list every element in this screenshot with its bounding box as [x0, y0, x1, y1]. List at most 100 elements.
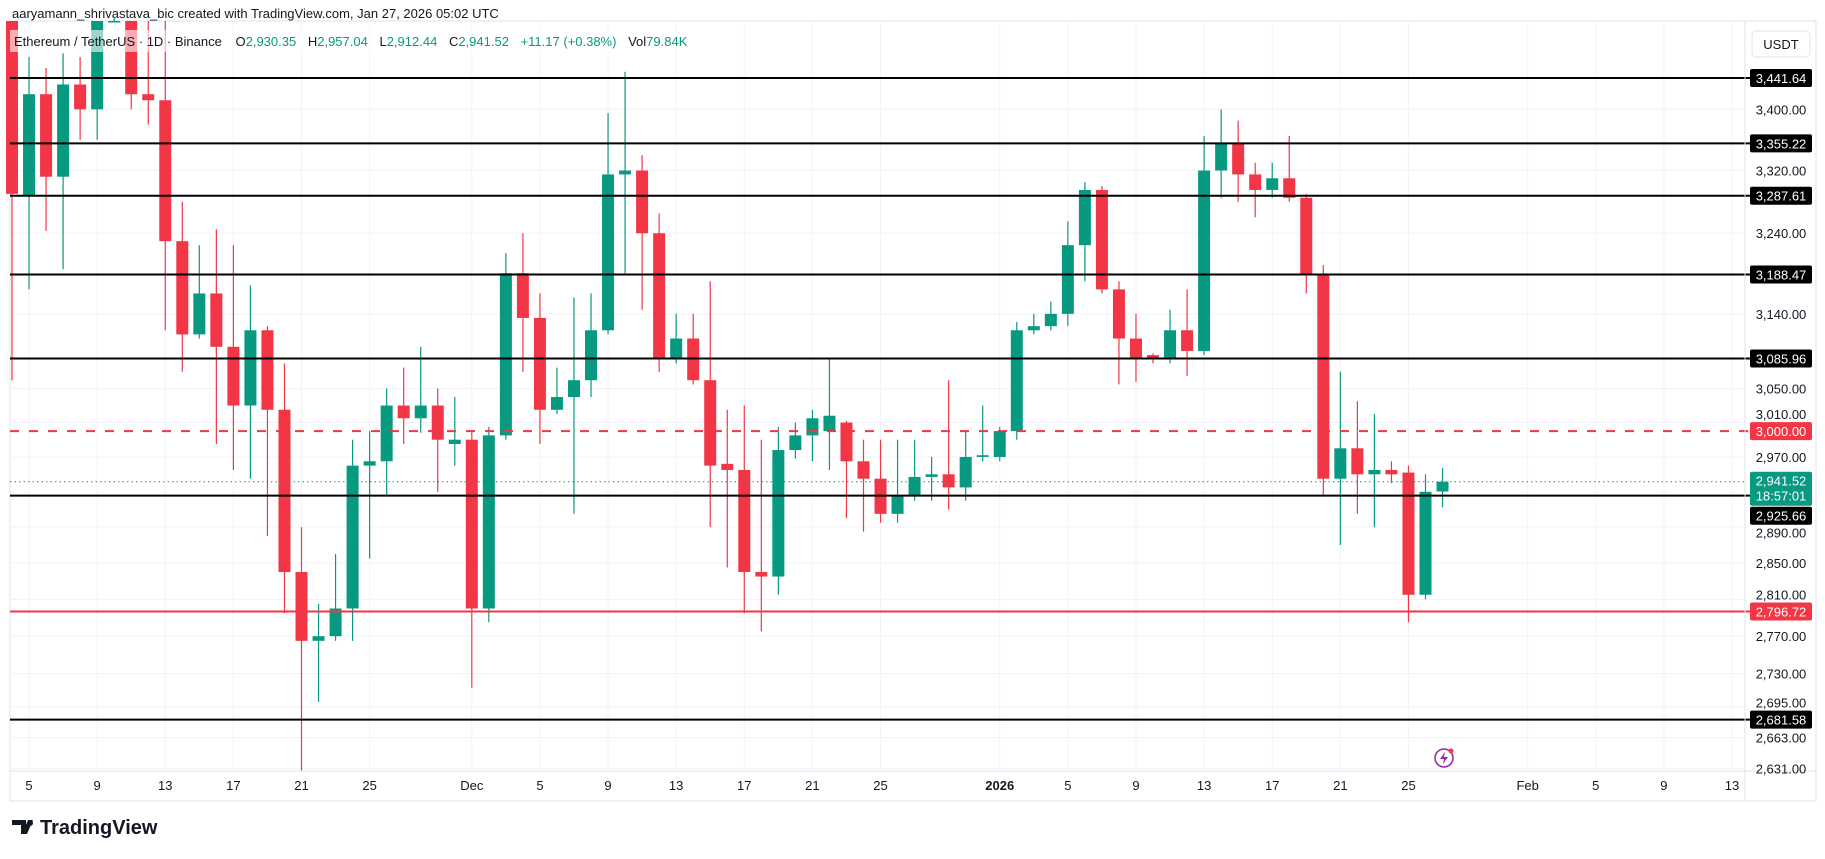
candle-down [636, 155, 649, 310]
candle-down [533, 293, 546, 444]
candle-body [704, 380, 717, 466]
volume-label: Vol [628, 34, 646, 49]
price-axis[interactable]: 3,400.00 3,320.00 3,240.00 3,140.00 3,050.00… [1756, 102, 1807, 776]
candle-body [1078, 189, 1091, 246]
candle-up [380, 388, 393, 497]
candle-down [397, 367, 410, 444]
change-value: +11.17 (+0.38%) [521, 34, 617, 49]
candle-body [312, 636, 325, 641]
time-tick-label: 25 [1401, 778, 1415, 793]
lightning-bolt-icon [1440, 752, 1448, 764]
candle-body [755, 572, 768, 577]
lightning-icon[interactable] [1434, 748, 1454, 768]
candle-up [414, 346, 427, 433]
candle-body [516, 273, 529, 318]
candle-down [431, 388, 444, 492]
candle-up [193, 245, 206, 339]
candle-body [448, 439, 461, 444]
candle-body [1368, 469, 1381, 475]
candle-body [959, 456, 972, 488]
svg-text:Ethereum / TetherUS · 1D · Bin: Ethereum / TetherUS · 1D · Binance O2,93… [14, 34, 688, 49]
candle-up [499, 253, 512, 440]
price-tick-label: 2,810.00 [1756, 588, 1807, 603]
candle-body [533, 317, 546, 410]
candle-body [1147, 355, 1160, 360]
candle-down [1283, 135, 1296, 202]
legend-backdrop [10, 30, 620, 52]
candle-up [585, 293, 598, 398]
currency-button-label[interactable]: USDT [1763, 37, 1798, 52]
candle-body [636, 170, 649, 234]
level-price-label: 3,000.00 [1756, 424, 1807, 439]
level-price-label: 3,085.96 [1756, 351, 1807, 366]
price-tick-label: 2,631.00 [1756, 762, 1807, 777]
price-tick-label: 2,890.00 [1756, 526, 1807, 541]
candle-down [1351, 401, 1364, 514]
price-tick-label: 3,140.00 [1756, 307, 1807, 322]
candle-body [993, 431, 1006, 457]
candle-up [312, 603, 325, 702]
candle-body [176, 241, 189, 335]
candle-up [346, 439, 359, 641]
candle-body [482, 435, 495, 609]
last-price-tag [1750, 471, 1812, 506]
candle-body [74, 84, 87, 110]
candle-up [567, 297, 580, 514]
candle-body [227, 346, 240, 406]
candle-up [993, 426, 1006, 462]
lightning-icon-ring [1434, 748, 1454, 768]
candle-up [108, 16, 121, 23]
candle-body [57, 84, 70, 177]
candle-body [261, 330, 274, 410]
time-tick-label: 17 [226, 778, 240, 793]
level-price-label: 3,441.64 [1756, 71, 1807, 86]
price-tick-label: 2,695.00 [1756, 696, 1807, 711]
currency-button-box[interactable] [1751, 30, 1811, 58]
candle-up [1334, 371, 1347, 546]
candle-down [1317, 265, 1330, 497]
time-axis[interactable]: 5 9 13 17 21 25 Dec 5 9 13 17 21 25 2026 5 9 13 17 21 25 Feb… [25, 778, 1739, 793]
price-tick-label: 2,850.00 [1756, 556, 1807, 571]
candle-body [142, 94, 155, 101]
currency-button[interactable]: USDT [1751, 30, 1811, 58]
candle-body [1044, 313, 1057, 327]
candle-up [1044, 301, 1057, 331]
candle-down [210, 229, 223, 444]
candle-body [670, 338, 683, 360]
time-tick-label: 9 [604, 778, 611, 793]
tradingview-logo[interactable]: TradingView [12, 817, 158, 839]
candle-body [1402, 472, 1415, 595]
symbol-title[interactable]: Ethereum / TetherUS · 1D · Binance [14, 34, 222, 49]
candle-up [1078, 182, 1091, 282]
candle-down [6, 21, 18, 381]
candle-body [1249, 174, 1262, 190]
candle-down [295, 527, 308, 771]
candle-body [329, 608, 342, 637]
bar-countdown-label: 18:57:01 [1756, 489, 1807, 504]
candle-up [823, 359, 836, 470]
candle-down [1402, 465, 1415, 623]
horizontal-levels [10, 77, 1752, 721]
time-tick-label: 17 [737, 778, 751, 793]
candle-up [772, 426, 785, 595]
level-price-label: 3,287.61 [1756, 189, 1807, 204]
candle-up [57, 53, 70, 270]
candle-down [942, 380, 955, 510]
time-tick-label: Feb [1516, 778, 1538, 793]
price-tick-label: 3,240.00 [1756, 226, 1807, 241]
candle-body [738, 469, 751, 573]
candle-body [397, 405, 410, 419]
price-tick-label: 3,010.00 [1756, 407, 1807, 422]
time-tick-label: 25 [362, 778, 376, 793]
candle-up [329, 553, 342, 641]
candle-body [1385, 469, 1398, 475]
candle-body [1317, 274, 1330, 479]
candle-up [1027, 313, 1040, 335]
candle-body [465, 439, 478, 609]
candle-up [670, 313, 683, 364]
candle-up [789, 422, 802, 459]
time-tick-label: 25 [873, 778, 887, 793]
level-price-label: 2,796.72 [1756, 605, 1807, 620]
tradingview-logo-icon [12, 820, 34, 834]
